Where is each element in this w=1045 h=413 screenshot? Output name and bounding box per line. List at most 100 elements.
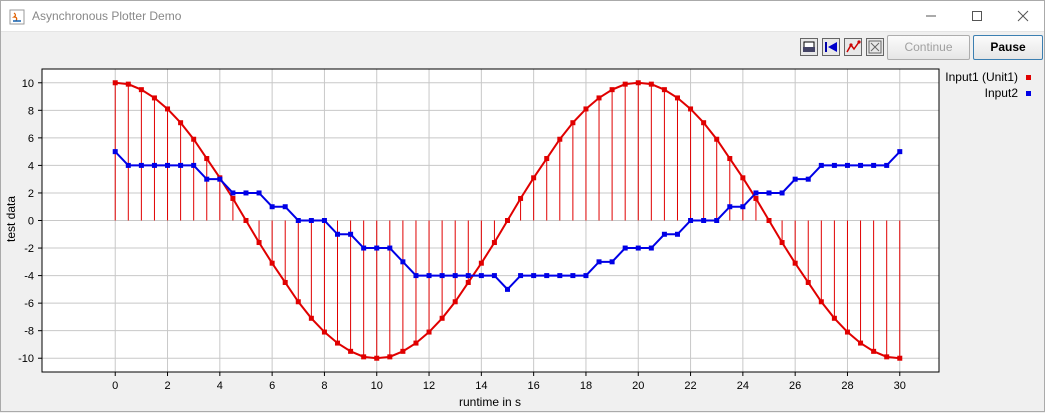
data-point-2 <box>138 162 144 168</box>
data-point-2 <box>544 273 550 279</box>
title-bar[interactable]: Asynchronous Plotter Demo <box>1 1 1044 32</box>
data-point-2 <box>230 190 236 196</box>
data-point-2 <box>897 149 903 155</box>
reset-view-icon <box>825 42 837 52</box>
data-point-2 <box>256 190 262 196</box>
y-tick-label: 4 <box>28 160 34 172</box>
axes: 0 2 4 6 8 10 12 14 16 18 20 22 24 26 28 301086420-2-4-6… <box>18 68 940 392</box>
data-point-2 <box>125 162 131 168</box>
data-point-1 <box>452 299 458 305</box>
window-title: Asynchronous Plotter Demo <box>32 9 182 23</box>
data-point-2 <box>478 273 484 279</box>
data-point-1 <box>112 80 118 86</box>
print-button[interactable] <box>800 38 818 56</box>
data-point-1 <box>557 136 563 142</box>
data-point-1 <box>374 355 380 361</box>
data-point-2 <box>151 162 157 168</box>
y-tick-label: -8 <box>24 326 34 338</box>
data-point-2 <box>465 273 471 279</box>
data-point-2 <box>740 204 746 210</box>
data-point-2 <box>452 273 458 279</box>
data-point-1 <box>308 315 314 321</box>
x-tick-label: 2 <box>164 380 170 392</box>
data-point-2 <box>504 286 510 292</box>
data-point-1 <box>413 340 419 346</box>
data-point-2 <box>426 273 432 279</box>
data-point-2 <box>518 273 524 279</box>
data-point-1 <box>884 354 890 360</box>
legend-item-input2: Input2 <box>985 86 1031 100</box>
markers-button[interactable] <box>844 38 862 56</box>
data-point-2 <box>792 176 798 182</box>
data-point-2 <box>661 231 667 237</box>
continue-button[interactable]: Continue <box>887 35 970 60</box>
data-point-2 <box>648 245 654 251</box>
data-point-2 <box>766 190 772 196</box>
minimize-button[interactable] <box>908 1 954 31</box>
data-point-1 <box>609 87 615 93</box>
y-tick-label: -10 <box>18 353 34 365</box>
data-point-1 <box>269 260 275 266</box>
maximize-button[interactable] <box>954 1 1000 31</box>
x-tick-label: 16 <box>528 380 540 392</box>
data-point-1 <box>151 95 157 101</box>
data-point-2 <box>831 162 837 168</box>
data-point-1 <box>191 136 197 142</box>
y-tick-label: 2 <box>28 188 34 200</box>
data-point-1 <box>714 136 720 142</box>
x-tick-label: 20 <box>632 380 644 392</box>
close-icon <box>1017 10 1029 22</box>
legend-label-input1: Input1 (Unit1) <box>945 70 1018 84</box>
data-point-2 <box>413 273 419 279</box>
data-point-1 <box>478 260 484 266</box>
data-point-1 <box>844 329 850 335</box>
x-tick-label: 28 <box>841 380 853 392</box>
data-point-1 <box>426 329 432 335</box>
data-point-1 <box>361 354 367 360</box>
x-tick-label: 30 <box>894 380 906 392</box>
data-point-1 <box>740 175 746 181</box>
data-point-1 <box>243 218 249 223</box>
data-point-2 <box>805 176 811 182</box>
x-tick-label: 0 <box>112 380 118 392</box>
data-point-1 <box>727 156 733 162</box>
data-point-1 <box>282 279 288 285</box>
fit-view-button[interactable] <box>866 38 884 56</box>
data-point-1 <box>701 120 707 126</box>
grid <box>42 69 939 372</box>
data-point-2 <box>243 190 249 196</box>
data-point-1 <box>439 315 445 321</box>
x-tick-label: 6 <box>269 380 275 392</box>
data-point-1 <box>622 81 628 87</box>
data-point-1 <box>674 95 680 101</box>
close-button[interactable] <box>1000 1 1045 31</box>
data-point-1 <box>897 355 903 361</box>
data-point-2 <box>779 190 785 196</box>
data-point-2 <box>439 273 445 279</box>
data-point-2 <box>844 162 850 168</box>
data-point-2 <box>570 273 576 279</box>
data-point-1 <box>165 106 171 112</box>
data-point-2 <box>609 259 615 265</box>
x-tick-label: 22 <box>684 380 696 392</box>
data-point-2 <box>557 273 563 279</box>
y-tick-label: -4 <box>24 271 34 283</box>
reset-view-button[interactable] <box>822 38 840 56</box>
y-tick-label: -6 <box>24 298 34 310</box>
x-tick-label: 24 <box>737 380 749 392</box>
x-axis-label: runtime in s <box>459 395 521 409</box>
data-point-2 <box>714 218 720 223</box>
data-point-1 <box>805 279 811 285</box>
markers-icon <box>846 40 861 53</box>
plot-area[interactable]: 0 2 4 6 8 10 12 14 16 18 20 22 24 26 28 301086420-2-4-6… <box>1 61 941 413</box>
data-point-1 <box>348 348 354 354</box>
data-point-1 <box>831 315 837 321</box>
data-point-1 <box>230 195 236 201</box>
data-point-2 <box>191 162 197 168</box>
data-point-2 <box>635 245 641 251</box>
pause-button[interactable]: Pause <box>973 35 1043 60</box>
data-point-1 <box>335 340 341 346</box>
data-point-2 <box>858 162 864 168</box>
data-point-1 <box>635 80 641 86</box>
x-tick-label: 8 <box>321 380 327 392</box>
